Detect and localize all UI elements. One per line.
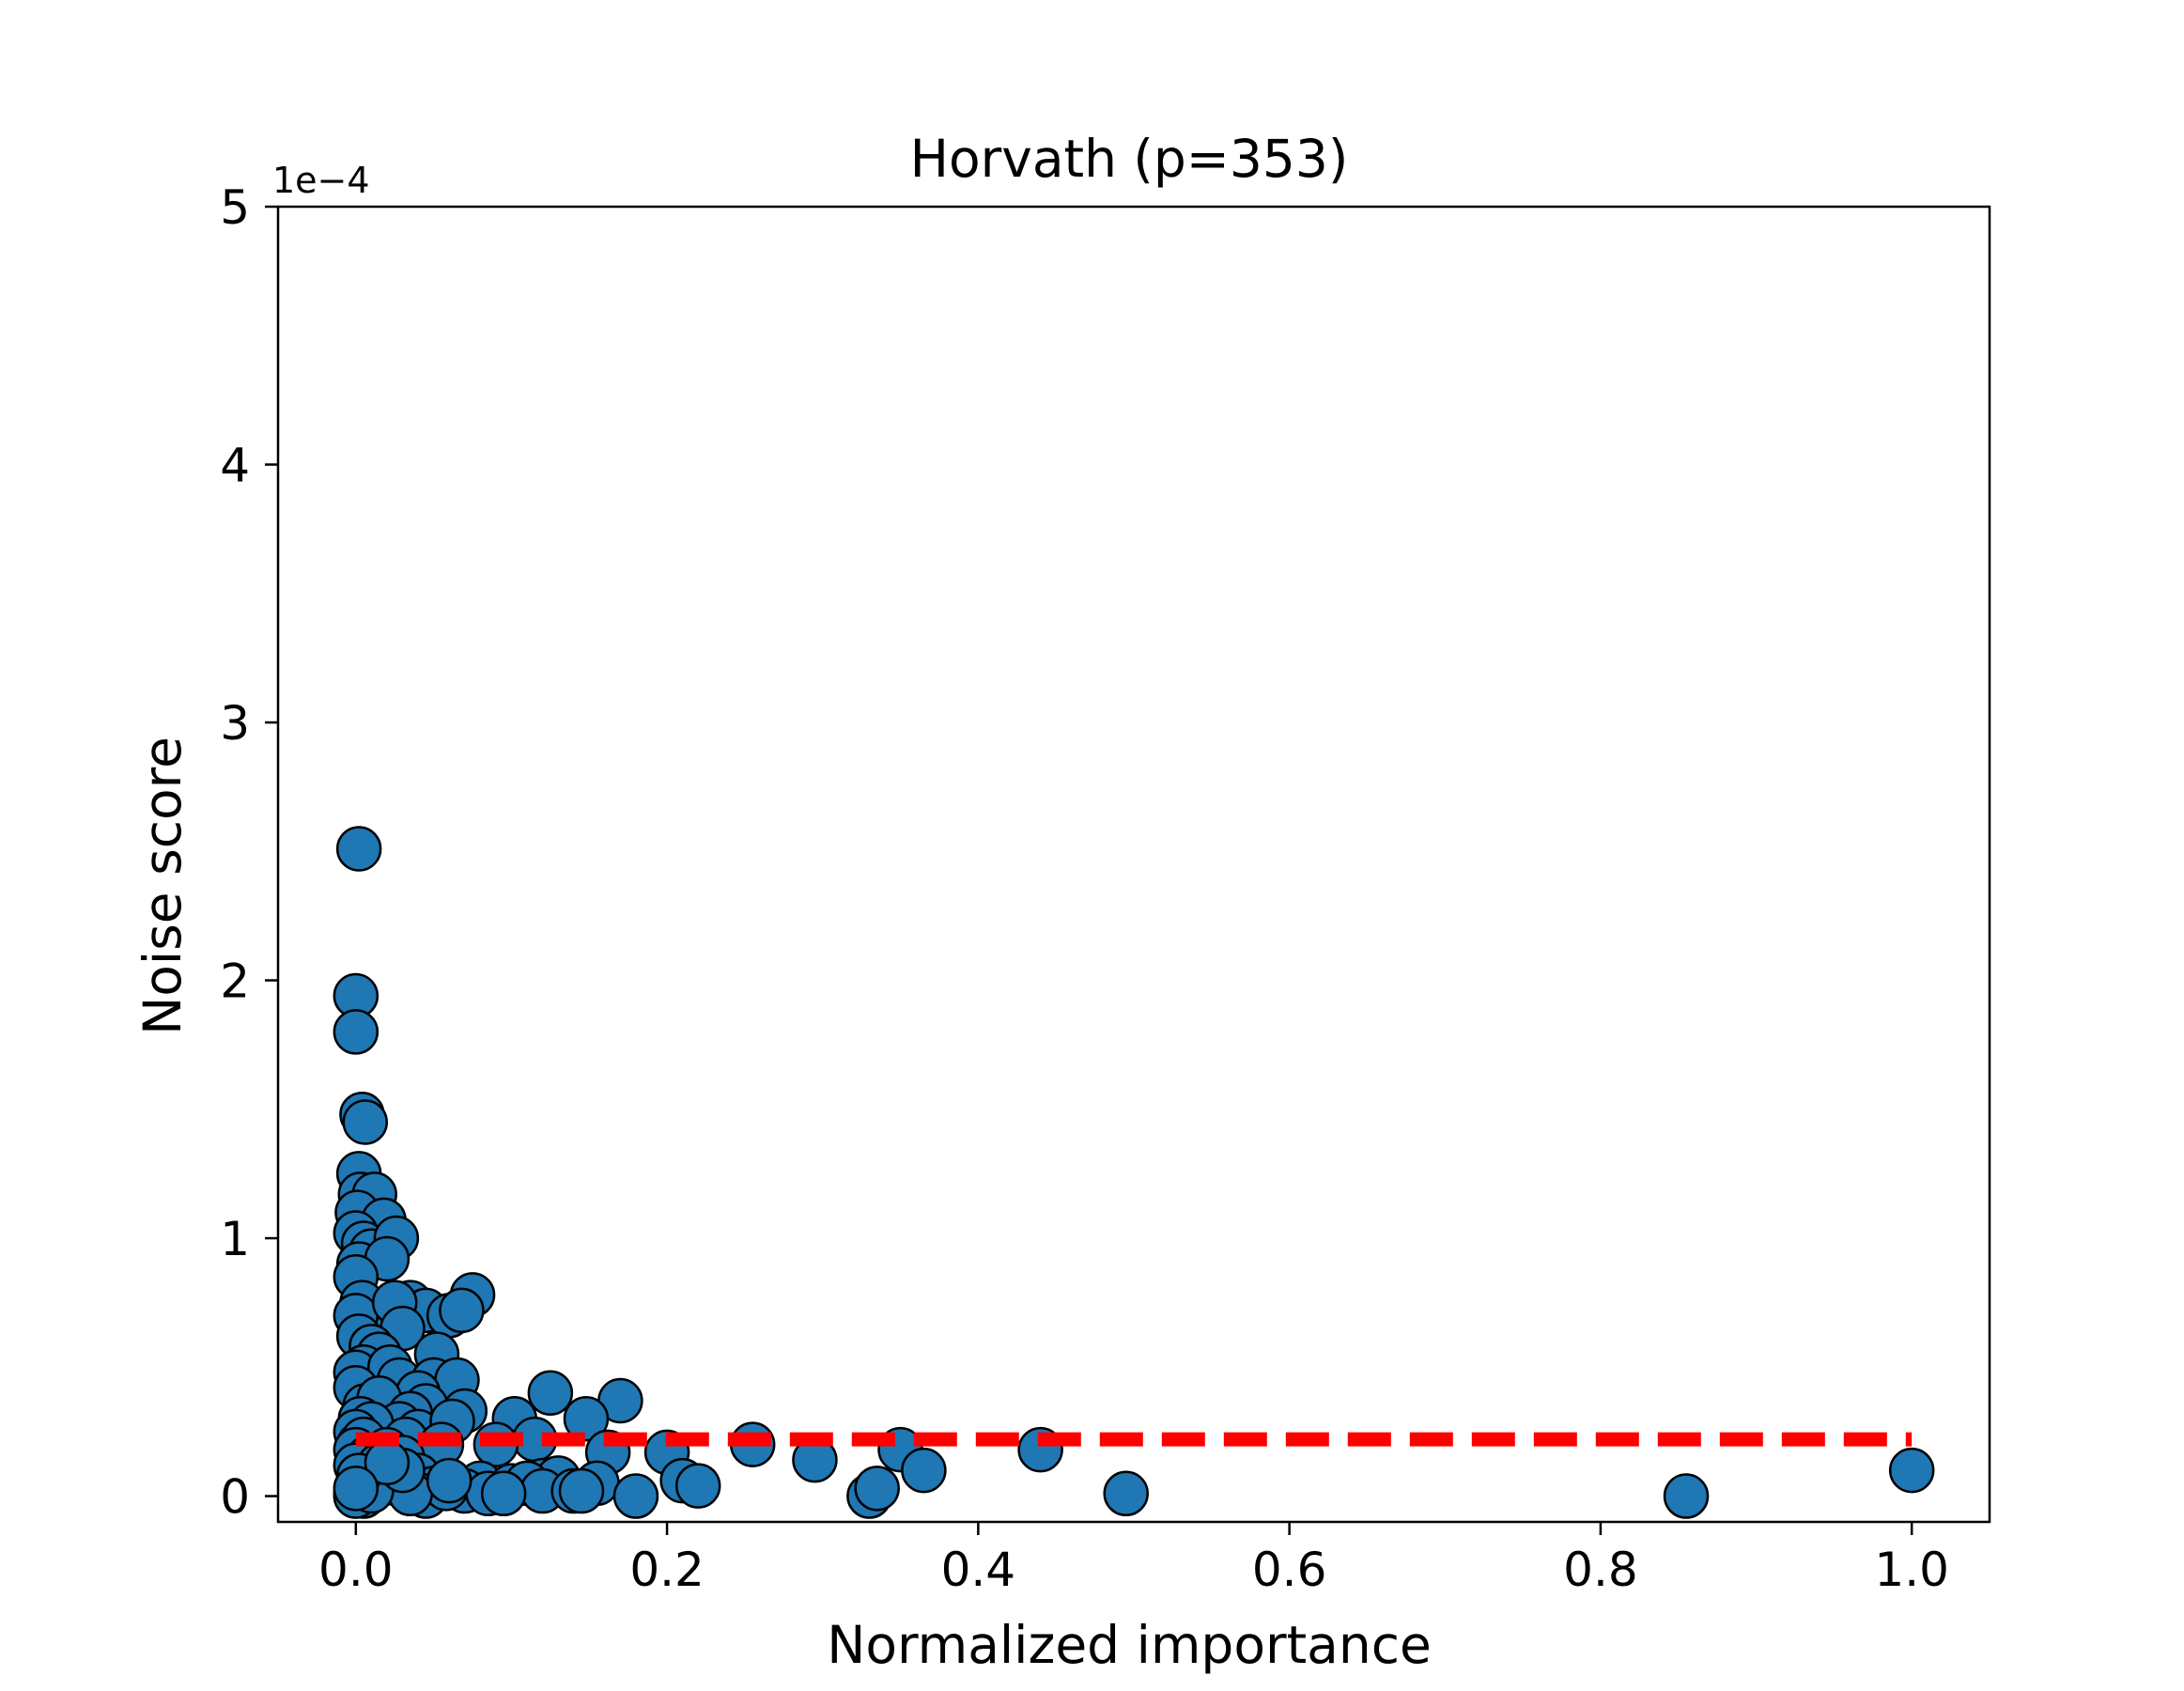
x-tick-label: 0.8 — [1563, 1543, 1638, 1597]
scatter-point — [480, 1470, 527, 1517]
y-tick-label: 2 — [220, 954, 250, 1009]
y-axis-ticks: 0 1 2 3 4 5 — [220, 180, 278, 1525]
scatter-point — [335, 826, 382, 872]
scatter-point — [854, 1466, 900, 1512]
scatter-point — [342, 1099, 389, 1145]
scatter-point — [439, 1287, 485, 1334]
x-tick-label: 1.0 — [1874, 1543, 1949, 1597]
scatter-point — [612, 1473, 659, 1519]
x-axis-label: Normalized importance — [827, 1615, 1432, 1675]
scatter-point — [674, 1463, 721, 1509]
scatter-point — [1103, 1470, 1149, 1517]
scatter-point — [527, 1370, 574, 1416]
y-tick-label: 4 — [220, 439, 250, 493]
x-tick-label: 0.6 — [1252, 1543, 1327, 1597]
y-tick-label: 1 — [220, 1212, 250, 1266]
x-axis-ticks: 0.0 0.2 0.4 0.6 0.8 1.0 — [318, 1522, 1949, 1597]
y-tick-label: 0 — [220, 1470, 250, 1525]
chart-title: Horvath (p=353) — [910, 129, 1349, 189]
plot-area — [333, 826, 1935, 1519]
plot-frame — [276, 205, 1991, 1524]
scatter-point — [558, 1467, 605, 1514]
scatter-point — [333, 1466, 379, 1512]
scatter-point — [563, 1395, 610, 1442]
scatter-point — [426, 1457, 472, 1504]
x-tick-label: 0.4 — [941, 1543, 1016, 1597]
scatter-point — [901, 1447, 947, 1494]
y-axis-label: Noise score — [132, 737, 193, 1035]
x-tick-label: 0.0 — [318, 1543, 394, 1597]
scatter-point — [1888, 1447, 1935, 1494]
y-tick-label: 5 — [220, 180, 250, 235]
scatter-point — [333, 1009, 379, 1055]
y-axis-offset-label: 1e−4 — [272, 160, 370, 201]
scatter-point — [1663, 1473, 1710, 1519]
x-tick-label: 0.2 — [629, 1543, 705, 1597]
y-tick-label: 3 — [220, 696, 250, 751]
